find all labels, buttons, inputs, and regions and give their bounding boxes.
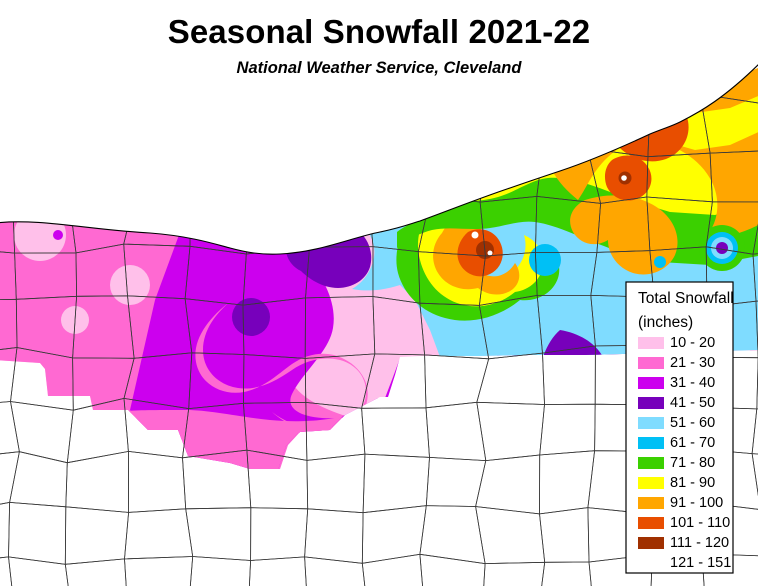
svg-text:Total Snowfall: Total Snowfall (638, 290, 734, 307)
svg-text:121 - 151: 121 - 151 (670, 555, 731, 571)
svg-text:81 - 90: 81 - 90 (670, 475, 715, 491)
svg-text:21 - 30: 21 - 30 (670, 355, 715, 371)
svg-text:(inches): (inches) (638, 314, 693, 331)
svg-text:10 - 20: 10 - 20 (670, 335, 715, 351)
svg-text:71 - 80: 71 - 80 (670, 455, 715, 471)
svg-text:31 - 40: 31 - 40 (670, 375, 715, 391)
svg-text:41 - 50: 41 - 50 (670, 395, 715, 411)
svg-text:91 - 100: 91 - 100 (670, 495, 723, 511)
svg-text:61 - 70: 61 - 70 (670, 435, 715, 451)
svg-text:51 - 60: 51 - 60 (670, 415, 715, 431)
svg-text:111 - 120: 111 - 120 (670, 535, 729, 551)
svg-text:101 - 110: 101 - 110 (670, 515, 730, 531)
